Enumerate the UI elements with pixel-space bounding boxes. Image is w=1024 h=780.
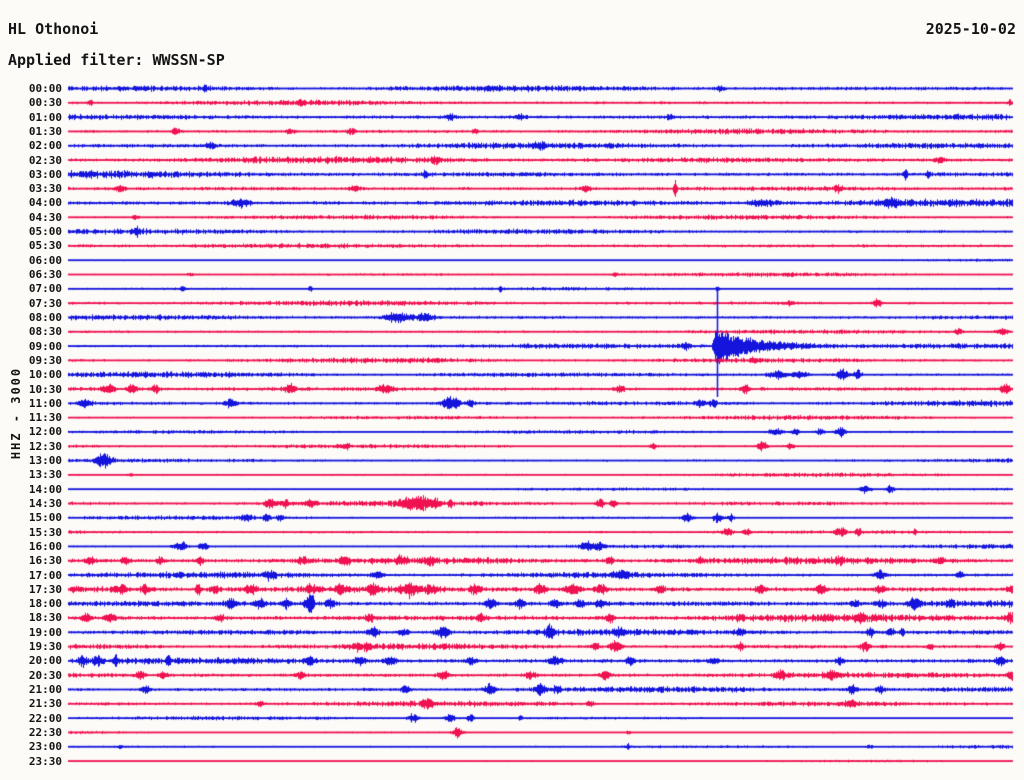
time-label: 00:30 [28, 96, 62, 110]
time-label: 13:00 [28, 454, 62, 468]
time-label: 10:00 [28, 368, 62, 382]
time-label: 16:00 [28, 539, 62, 553]
time-label: 16:30 [28, 554, 62, 568]
time-label: 01:00 [28, 110, 62, 124]
time-label: 09:30 [28, 353, 62, 367]
time-label: 20:00 [28, 654, 62, 668]
time-label: 19:00 [28, 625, 62, 639]
time-label: 11:30 [28, 411, 62, 425]
time-label: 20:30 [28, 668, 62, 682]
time-label: 02:30 [28, 153, 62, 167]
time-label: 22:30 [28, 725, 62, 739]
time-label: 19:30 [28, 640, 62, 654]
time-label: 05:00 [28, 225, 62, 239]
time-label: 23:30 [28, 754, 62, 768]
filter-label: Applied filter: WWSSN-SP [8, 51, 225, 69]
time-label: 18:30 [28, 611, 62, 625]
time-label: 08:30 [28, 325, 62, 339]
date-label: 2025-10-02 [925, 20, 1016, 38]
time-label: 04:30 [28, 210, 62, 224]
time-label: 14:30 [28, 496, 62, 510]
time-label: 04:00 [28, 196, 62, 210]
time-label: 17:30 [28, 582, 62, 596]
time-label: 06:30 [28, 268, 62, 282]
time-label: 02:00 [28, 139, 62, 153]
time-label: 06:00 [28, 253, 62, 267]
time-label: 03:30 [28, 182, 62, 196]
station-title: HL Othonoi [8, 20, 99, 38]
time-label: 07:30 [28, 296, 62, 310]
time-label: 09:00 [28, 339, 62, 353]
time-label: 11:00 [28, 396, 62, 410]
time-label: 15:00 [28, 511, 62, 525]
time-label: 21:00 [28, 683, 62, 697]
time-label: 13:30 [28, 468, 62, 482]
time-label: 14:00 [28, 482, 62, 496]
time-label: 03:00 [28, 167, 62, 181]
time-label: 12:00 [28, 425, 62, 439]
time-label: 22:00 [28, 711, 62, 725]
time-label: 12:30 [28, 439, 62, 453]
time-label: 17:00 [28, 568, 62, 582]
time-label: 21:30 [28, 697, 62, 711]
time-label: 18:00 [28, 597, 62, 611]
time-label: 01:30 [28, 124, 62, 138]
time-label: 00:00 [28, 82, 62, 95]
time-label: 07:00 [28, 282, 62, 296]
time-labels: 00:00 00:30 01:00 01:30 02:00 02:30 03:00 03:30… [0, 0, 62, 780]
time-label: 23:00 [28, 740, 62, 754]
time-label: 15:30 [28, 525, 62, 539]
time-label: 05:30 [28, 239, 62, 253]
time-label: 08:00 [28, 310, 62, 324]
time-label: 10:30 [28, 382, 62, 396]
